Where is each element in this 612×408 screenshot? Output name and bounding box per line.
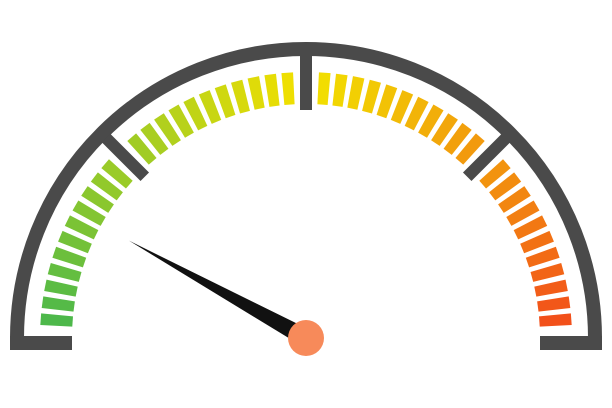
gauge-tick-segment bbox=[47, 263, 82, 282]
gauge-foot-left bbox=[10, 336, 72, 350]
gauge-section-divider bbox=[462, 133, 511, 182]
gauge-tick-segment bbox=[41, 296, 75, 312]
gauge-tick-segment bbox=[489, 172, 522, 201]
gauge-tick-segment bbox=[214, 84, 236, 119]
gauge-tick-segment bbox=[264, 73, 280, 107]
gauge-tick-segment bbox=[168, 104, 194, 138]
gauge-tick-segment bbox=[404, 96, 429, 131]
gauge-tick-segment bbox=[64, 215, 99, 240]
gauge-tick-segment bbox=[520, 230, 554, 254]
gauge-tick-segment bbox=[140, 122, 169, 155]
gauge-tick-segment bbox=[281, 72, 295, 106]
gauge-tick-segment bbox=[513, 215, 548, 240]
gauge-tick-segment bbox=[525, 246, 560, 268]
gauge-tick-segment bbox=[198, 90, 222, 124]
gauge-tick-segment bbox=[418, 104, 444, 138]
gauge-tick-segment bbox=[530, 263, 565, 282]
gauge-tick-segment bbox=[443, 122, 472, 155]
gauge-tick-segment bbox=[479, 159, 511, 189]
gauge-tick-segment bbox=[44, 279, 78, 297]
needle-icon bbox=[128, 240, 311, 346]
gauge-tick-segment bbox=[376, 84, 398, 119]
gauge-tick-segment bbox=[40, 313, 74, 327]
gauge-section-divider bbox=[101, 133, 150, 182]
gauge-tick-segment bbox=[127, 133, 157, 165]
gauge-tick-segment bbox=[58, 230, 92, 254]
needle-icon bbox=[128, 240, 311, 346]
gauge-frame-arc bbox=[10, 42, 602, 339]
gauge-tick-segment bbox=[52, 246, 87, 268]
gauge-tick-segment bbox=[506, 200, 540, 226]
gauge-tick-segment bbox=[332, 73, 348, 107]
gauge-tick-segment bbox=[390, 90, 414, 124]
gauge-frame bbox=[10, 42, 602, 350]
gauge-tick-segment bbox=[81, 186, 114, 213]
gauge-tick-segment bbox=[362, 79, 381, 114]
gauge-tick-segment bbox=[247, 76, 265, 110]
gauge-tick-segment bbox=[72, 200, 106, 226]
hub-icon bbox=[288, 320, 324, 356]
gauge-tick-segment bbox=[498, 186, 531, 213]
gauge-tick-segment bbox=[183, 96, 208, 131]
gauge-tick-segment bbox=[534, 279, 568, 297]
gauge-tick-segment bbox=[347, 76, 365, 110]
gauge-tick-segment bbox=[431, 113, 458, 146]
gauge-tick-segment bbox=[317, 72, 331, 106]
gauge-tick-segment bbox=[231, 79, 250, 114]
gauge-tick-segment bbox=[455, 133, 485, 165]
gauge-tick-segment bbox=[90, 172, 123, 201]
gauge-foot-right bbox=[540, 336, 602, 350]
gauge-tick-segment bbox=[538, 313, 572, 327]
gauge-tick-segment bbox=[154, 113, 181, 146]
gauge-scale bbox=[40, 72, 572, 327]
gauge-tick-segment bbox=[101, 159, 133, 189]
gauge-tick-segment bbox=[537, 296, 571, 312]
